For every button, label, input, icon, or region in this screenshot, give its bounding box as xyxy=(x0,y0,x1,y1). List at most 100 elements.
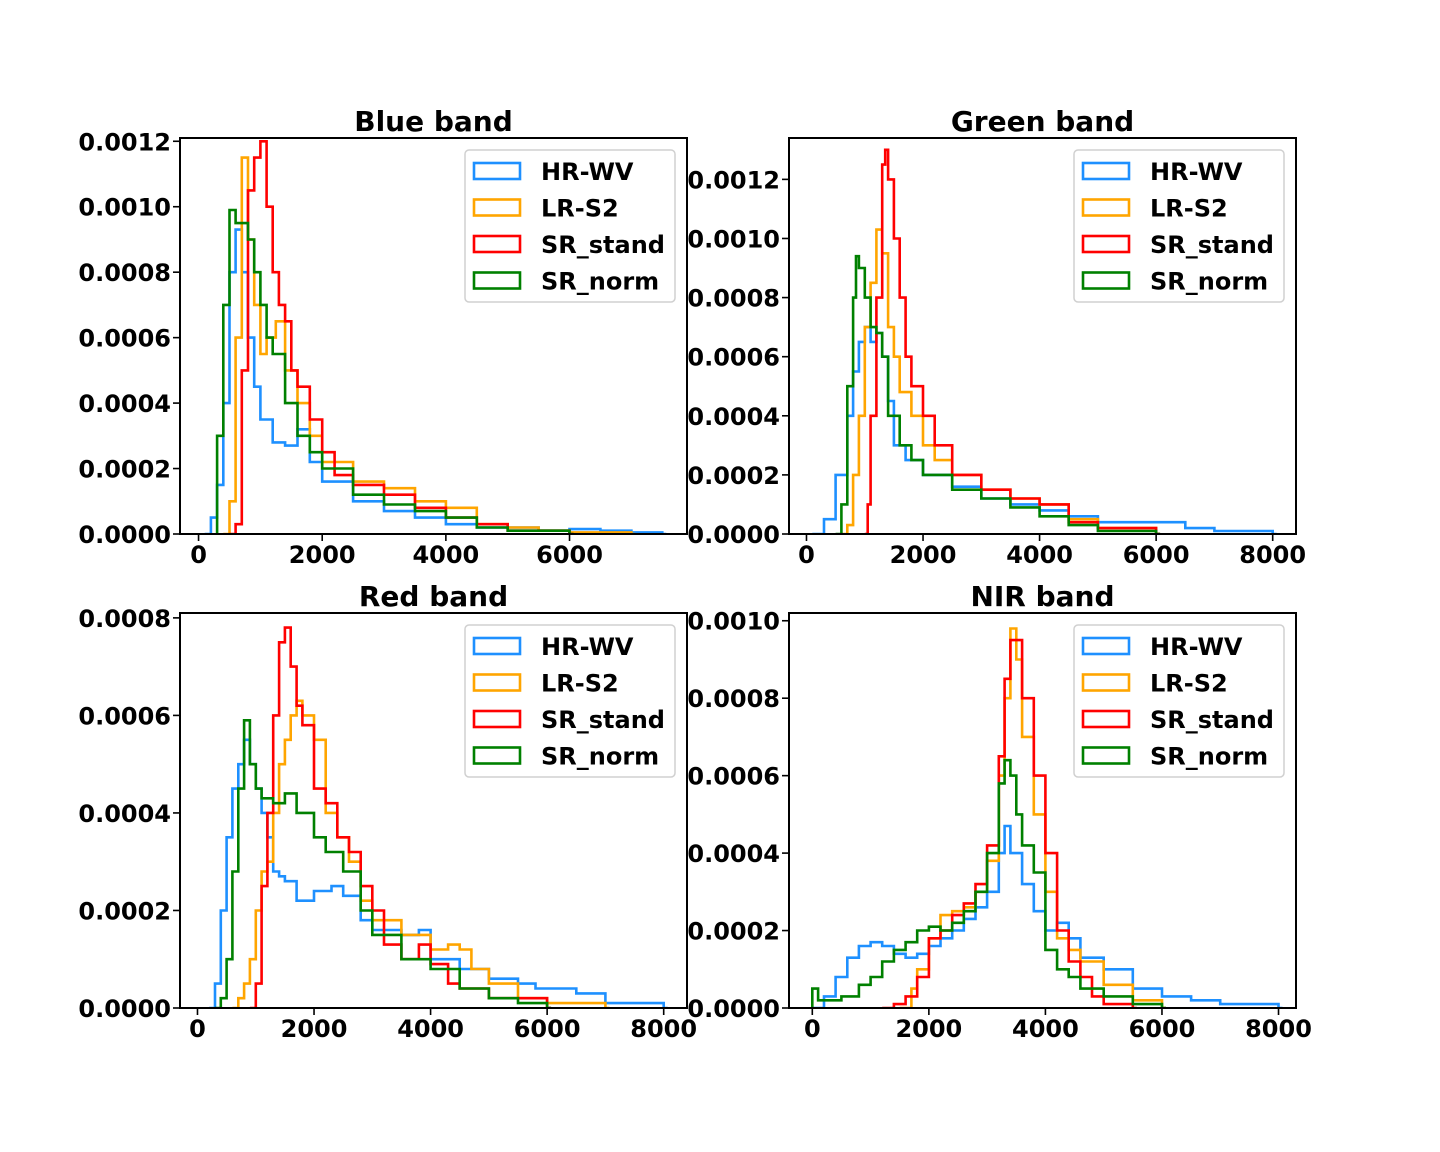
y-tick-label: 0.0000 xyxy=(78,521,171,549)
series-line-hr-wv xyxy=(812,824,1283,1008)
legend-label: SR_norm xyxy=(541,268,659,296)
series-line-hr-wv xyxy=(812,325,1277,534)
x-tick-label: 0 xyxy=(798,541,815,569)
y-tick-label: 0.0000 xyxy=(78,995,171,1023)
y-tick-label: 0.0008 xyxy=(687,685,780,713)
legend-box xyxy=(1073,624,1285,778)
axes-frame xyxy=(179,612,688,1009)
x-tick-label: 6000 xyxy=(1129,1015,1196,1043)
legend-label: HR-WV xyxy=(541,633,634,661)
series-line-sr-stand xyxy=(882,638,1137,1008)
x-tick-label: 4000 xyxy=(412,541,479,569)
chart-title: Red band xyxy=(359,580,508,613)
legend-label: LR-S2 xyxy=(1150,195,1228,223)
legend-label: SR_norm xyxy=(541,743,659,771)
y-tick-label: 0.0008 xyxy=(78,259,171,287)
y-tick-label: 0.0004 xyxy=(687,403,780,431)
x-tick-label: 0 xyxy=(804,1015,821,1043)
series-group xyxy=(209,626,668,1008)
x-tick-label: 4000 xyxy=(1012,1015,1079,1043)
chart-title: Blue band xyxy=(354,105,513,138)
subplot-1: Blue band 0 2000 4000 6000 0.0000 0.0002 0.0004… xyxy=(78,105,688,569)
chart-title: NIR band xyxy=(970,580,1114,613)
series-line-sr-norm xyxy=(215,208,574,534)
legend-label: SR_norm xyxy=(1150,268,1268,296)
y-tick-label: 0.0012 xyxy=(78,128,171,156)
x-tick-label: 6000 xyxy=(536,541,603,569)
series-group xyxy=(811,627,1283,1008)
y-tick-label: 0.0010 xyxy=(687,225,780,253)
legend-swatch-sr-norm xyxy=(472,271,522,290)
legend-label: HR-WV xyxy=(1150,158,1243,186)
legend-swatch-sr-stand xyxy=(472,234,522,254)
x-tick-label: 4000 xyxy=(1006,541,1073,569)
y-tick-label: 0.0008 xyxy=(78,605,171,633)
legend-swatch-hr-wv xyxy=(472,161,522,181)
legend-label: HR-WV xyxy=(1150,633,1243,661)
series-line-sr-norm xyxy=(811,758,1166,1008)
x-tick-label: 2000 xyxy=(890,541,957,569)
series-group xyxy=(204,140,667,534)
axes-frame xyxy=(179,137,688,535)
y-tick-label: 0.0006 xyxy=(78,325,171,353)
legend: HR-WV LR-S2 SR_stand SR_norm xyxy=(1073,624,1285,778)
x-tick-label: 4000 xyxy=(397,1015,464,1043)
legend-label: LR-S2 xyxy=(541,195,619,223)
x-tick-label: 2000 xyxy=(895,1015,962,1043)
y-tick-label: 0.0004 xyxy=(687,840,780,868)
y-tick-label: 0.0006 xyxy=(687,344,780,372)
x-tick-label: 2000 xyxy=(289,541,356,569)
y-tick-label: 0.0002 xyxy=(687,462,780,490)
legend-label: LR-S2 xyxy=(1150,670,1228,698)
legend-swatch-hr-wv xyxy=(472,636,522,656)
y-tick-label: 0.0006 xyxy=(687,763,780,791)
legend-box xyxy=(464,624,676,778)
series-line-sr-stand xyxy=(864,148,1161,534)
y-tick-label: 0.0004 xyxy=(78,800,171,828)
x-tick-label: 0 xyxy=(189,1015,206,1043)
legend-swatch-hr-wv xyxy=(1081,636,1131,656)
y-tick-label: 0.0010 xyxy=(78,194,171,222)
legend-swatch-sr-norm xyxy=(1081,271,1131,290)
x-tick-label: 0 xyxy=(190,541,207,569)
legend-label: SR_stand xyxy=(541,231,665,259)
axes-frame xyxy=(788,137,1297,535)
series-group xyxy=(812,148,1277,534)
legend-box xyxy=(1073,149,1285,303)
subplot-4: NIR band 0 2000 4000 6000 8000 0.0000 0.0002 0.0… xyxy=(687,580,1312,1043)
legend-swatch-lr-s2 xyxy=(1081,673,1131,692)
y-tick-label: 0.0000 xyxy=(687,521,780,549)
legend-swatch-lr-s2 xyxy=(472,673,522,692)
legend-label: HR-WV xyxy=(541,158,634,186)
x-tick-label: 2000 xyxy=(281,1015,348,1043)
y-tick-label: 0.0002 xyxy=(78,897,171,925)
y-tick-label: 0.0000 xyxy=(687,995,780,1023)
legend-label: SR_stand xyxy=(1150,706,1274,734)
legend-swatch-sr-norm xyxy=(472,746,522,765)
legend-label: LR-S2 xyxy=(541,670,619,698)
subplot-2: Green band 0 2000 4000 6000 8000 0.0000 0.0002 0… xyxy=(687,105,1306,569)
x-tick-label: 8000 xyxy=(1245,1015,1312,1043)
legend-label: SR_stand xyxy=(541,706,665,734)
chart-title: Green band xyxy=(951,105,1134,138)
y-tick-label: 0.0002 xyxy=(687,918,780,946)
y-tick-label: 0.0002 xyxy=(78,456,171,484)
legend-swatch-sr-norm xyxy=(1081,746,1131,765)
y-tick-label: 0.0004 xyxy=(78,390,171,418)
legend-swatch-lr-s2 xyxy=(1081,198,1131,217)
y-tick-label: 0.0008 xyxy=(687,285,780,313)
series-line-sr-stand xyxy=(249,626,552,1008)
legend: HR-WV LR-S2 SR_stand SR_norm xyxy=(464,149,676,303)
legend-label: SR_stand xyxy=(1150,231,1274,259)
legend-box xyxy=(464,149,676,303)
legend-swatch-lr-s2 xyxy=(472,198,522,217)
series-line-sr-norm xyxy=(215,719,552,1008)
axes-frame xyxy=(788,612,1297,1009)
legend: HR-WV LR-S2 SR_stand SR_norm xyxy=(464,624,676,778)
legend-swatch-sr-stand xyxy=(472,709,522,729)
legend-label: SR_norm xyxy=(1150,743,1268,771)
y-tick-label: 0.0010 xyxy=(687,608,780,636)
x-tick-label: 6000 xyxy=(1123,541,1190,569)
legend-swatch-sr-stand xyxy=(1081,234,1131,254)
